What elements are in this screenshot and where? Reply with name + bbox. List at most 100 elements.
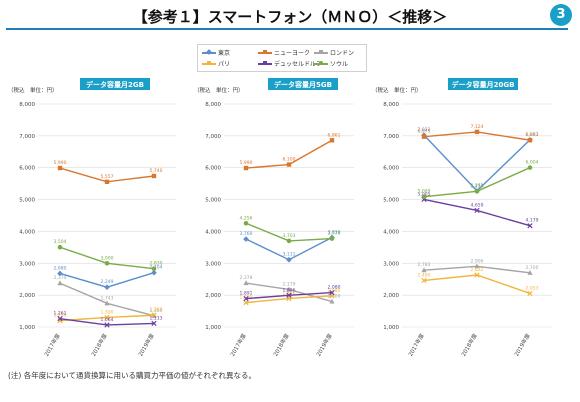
page-number-badge: 3 <box>550 4 572 26</box>
data-label: 1,765 <box>240 295 253 301</box>
data-point <box>57 316 63 322</box>
data-label: 3,111 <box>283 252 296 258</box>
y-tick-label: 2,000 <box>19 293 35 299</box>
data-label: 1,369 <box>150 307 163 313</box>
y-tick-label: 1,000 <box>19 325 35 331</box>
data-label: 2,700 <box>526 265 539 271</box>
legend-swatch-paris <box>202 60 216 65</box>
legend-swatch-london <box>314 49 328 54</box>
y-tick-label: 4,000 <box>19 229 35 235</box>
data-point <box>474 129 480 135</box>
legend-item-paris: パリ <box>202 59 230 68</box>
data-point <box>527 270 533 275</box>
y-tick-label: 7,000 <box>383 134 399 140</box>
data-label: 2,906 <box>471 258 484 264</box>
y-tick-label: 6,000 <box>19 166 35 172</box>
x-tick-label: 2019年度 <box>314 332 334 358</box>
data-point <box>151 312 157 318</box>
y-tick-label: 7,000 <box>19 134 35 140</box>
y-tick-label: 8,000 <box>383 102 399 108</box>
data-point <box>474 207 480 214</box>
y-tick-label: 6,000 <box>205 166 221 172</box>
legend-item-newyork: ニューヨーク <box>258 48 310 57</box>
legend-swatch-tokyo <box>202 48 216 55</box>
data-label: 5,740 <box>150 168 163 174</box>
y-tick-label: 5,000 <box>383 198 399 204</box>
data-label: 1,200 <box>54 313 67 319</box>
data-point <box>104 260 110 266</box>
footnote: (注) 各年度において通貨換算に用いる購買力平価の値がそれぞれ異なる。 <box>8 371 257 380</box>
legend-label: パリ <box>218 61 231 68</box>
data-label: 6,100 <box>283 157 296 163</box>
data-label: 2,680 <box>54 265 67 271</box>
data-label: 3,504 <box>54 239 67 245</box>
data-point <box>243 280 249 286</box>
legend-item-tokyo: 東京 <box>202 48 230 57</box>
data-point <box>104 300 110 306</box>
data-label: 3,776 <box>328 231 341 237</box>
data-label: 1,113 <box>150 315 163 321</box>
data-point <box>329 289 335 296</box>
chart-legend: 東京 ニューヨーク ロンドン パリ デュッセルドルフ ソウル <box>197 44 367 72</box>
data-label: 2,632 <box>471 267 484 273</box>
y-tick-label: 4,000 <box>383 229 399 235</box>
data-point <box>57 165 63 171</box>
data-label: 7,124 <box>471 124 484 130</box>
x-tick-label: 2018年度 <box>271 332 291 358</box>
legend-label: デュッセルドルフ <box>274 61 323 68</box>
data-label: 6,863 <box>526 132 539 138</box>
data-label: 2,080 <box>328 285 341 291</box>
data-label: 5,557 <box>101 174 114 180</box>
data-point <box>527 138 533 143</box>
x-tick-label: 2017年度 <box>406 332 426 358</box>
legend-label: ロンドン <box>330 50 355 57</box>
data-label: 2,374 <box>54 275 67 281</box>
legend-item-dusseldorf: デュッセルドルフ <box>258 59 322 68</box>
y-tick-label: 8,000 <box>19 102 35 108</box>
chart-title: データ容量月2GB <box>86 80 144 89</box>
legend-label: ニューヨーク <box>274 50 311 57</box>
data-point <box>329 138 335 143</box>
y-tick-label: 5,000 <box>19 198 35 204</box>
data-point <box>104 314 110 321</box>
x-tick-label: 2017年度 <box>42 332 62 358</box>
y-tick-label: 3,000 <box>383 261 399 267</box>
y-tick-label: 8,000 <box>205 102 221 108</box>
data-point <box>104 322 110 328</box>
data-label: 2,460 <box>418 272 431 278</box>
data-point <box>474 263 480 269</box>
data-label: 5,089 <box>418 189 431 195</box>
legend-swatch-seoul <box>314 60 328 65</box>
legend-label: ソウル <box>330 61 349 68</box>
data-label: 3,760 <box>240 231 253 237</box>
data-point <box>527 223 533 229</box>
data-point <box>151 266 157 272</box>
data-label: 1,896 <box>283 290 296 296</box>
chart-title-box <box>268 78 338 90</box>
y-tick-label: 6,000 <box>383 166 399 172</box>
data-point <box>474 272 480 278</box>
data-label: 1,996 <box>283 287 296 293</box>
data-point <box>421 134 427 139</box>
y-tick-label: 3,000 <box>205 261 221 267</box>
data-label: 3,000 <box>101 255 114 261</box>
page-title: 【参考１】スマートフォン（ＭＮＯ）＜推移＞ <box>132 8 448 26</box>
data-label: 5,005 <box>418 191 431 197</box>
data-label: 5,259 <box>471 183 484 189</box>
data-point <box>243 300 249 306</box>
data-point <box>104 284 110 291</box>
data-label: 1,800 <box>328 294 341 300</box>
x-tick-label: 2017年度 <box>228 332 248 358</box>
x-tick-label: 2019年度 <box>136 332 156 358</box>
data-label: 3,810 <box>328 229 341 235</box>
data-point <box>243 295 249 302</box>
data-point <box>286 238 292 244</box>
data-label: 4,256 <box>240 215 253 221</box>
data-point <box>329 236 335 241</box>
data-point <box>421 194 427 200</box>
data-label: 6,861 <box>328 132 341 138</box>
y-tick-label: 1,000 <box>205 325 221 331</box>
data-label: 1,300 <box>101 309 114 315</box>
data-point <box>286 286 292 292</box>
data-point <box>104 179 110 185</box>
